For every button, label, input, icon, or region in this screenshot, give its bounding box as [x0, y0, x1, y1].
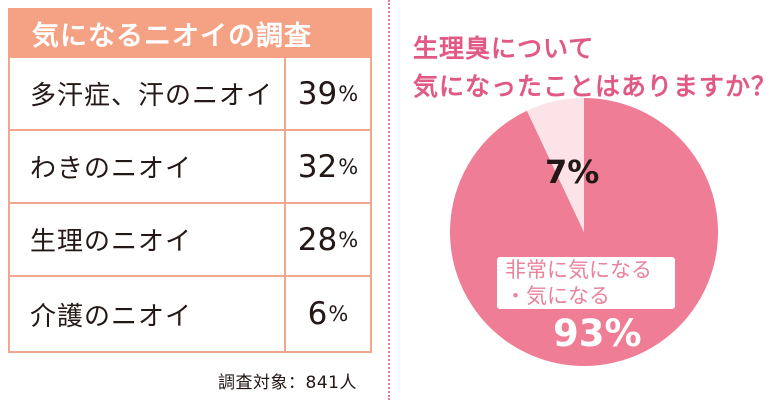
slice-value-label-small: 7%: [545, 153, 600, 191]
dotted-divider: [388, 0, 390, 400]
value-unit: %: [338, 81, 359, 106]
slice-value-label-large: 93%: [553, 312, 642, 355]
row-value: 39%: [286, 58, 370, 129]
row-label: わきのニオイ: [10, 131, 286, 202]
chart-title-line: 生理臭について: [413, 34, 595, 63]
table-title: 気になるニオイの調査: [8, 8, 372, 58]
value-number: 39: [297, 75, 338, 112]
value-number: 6: [307, 296, 328, 332]
survey-table: 気になるニオイの調査 多汗症、汗のニオイ 39% わきのニオイ 32% 生理のニ…: [8, 8, 372, 353]
value-number: 28: [297, 221, 338, 258]
value-number: 32: [297, 148, 338, 185]
survey-footnote: 調査対象：841人: [218, 373, 357, 393]
table-row: わきのニオイ 32%: [10, 131, 370, 204]
pie-slice-not-concerned: [526, 98, 584, 232]
chart-title: 生理臭について 気になったことはありますか？: [413, 30, 767, 106]
row-label: 生理のニオイ: [10, 204, 286, 275]
table-row: 介護のニオイ 6%: [10, 277, 370, 351]
slice-category-label: 非常に気になる ・気になる: [505, 257, 652, 309]
table-row: 多汗症、汗のニオイ 39%: [10, 58, 370, 131]
slice-category-line: ・気になる: [505, 284, 610, 308]
row-label: 多汗症、汗のニオイ: [10, 58, 286, 129]
value-unit: %: [338, 227, 359, 252]
slice-category-line: 非常に気になる: [505, 258, 652, 282]
row-value: 32%: [286, 131, 370, 202]
row-value: 28%: [286, 204, 370, 275]
table-row: 生理のニオイ 28%: [10, 204, 370, 277]
row-label: 介護のニオイ: [10, 277, 286, 351]
slice-label-box: [497, 257, 675, 309]
table-body: 多汗症、汗のニオイ 39% わきのニオイ 32% 生理のニオイ 28% 介護のニ…: [8, 58, 372, 353]
value-unit: %: [328, 302, 349, 326]
value-unit: %: [338, 154, 359, 179]
row-value: 6%: [286, 277, 370, 351]
chart-title-line: 気になったことはありますか？: [413, 72, 767, 101]
